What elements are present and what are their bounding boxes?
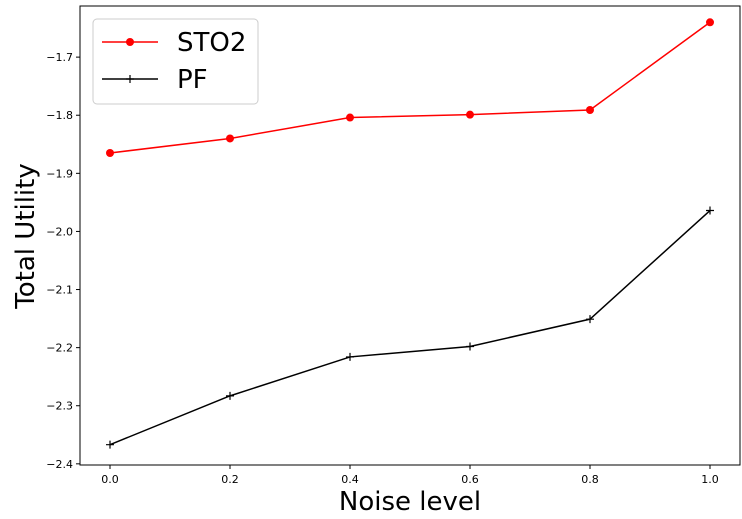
x-tick-label-5: 1.0 [701, 473, 719, 486]
y-tick-label-0: −1.7 [46, 51, 73, 64]
series-line-pf [109, 209, 711, 446]
y-tick-label-5: −2.2 [46, 342, 73, 355]
legend: STO2 PF [92, 18, 259, 105]
data-point-sto2-0 [106, 148, 114, 157]
x-tick-label-1: 0.2 [221, 473, 239, 486]
y-tick-label-2: −1.9 [46, 167, 73, 180]
legend-marker-pf [126, 75, 134, 83]
legend-label-sto2: STO2 [177, 28, 246, 58]
plot-area [79, 5, 741, 466]
data-point-sto2-4 [586, 106, 594, 115]
y-axis-title: Total Utility [11, 163, 41, 309]
y-axis-ticks: −1.7 −1.8 −1.9 −2.0 −2.1 −2.2 −2.3 −2.4 [46, 51, 80, 471]
legend-label-pf: PF [177, 65, 208, 95]
data-point-pf-3 [466, 342, 474, 351]
data-point-sto2-5 [706, 18, 714, 27]
data-point-pf-2 [346, 352, 354, 361]
legend-box [92, 18, 259, 105]
x-tick-label-4: 0.8 [581, 473, 599, 486]
data-point-sto2-3 [466, 110, 474, 119]
data-point-sto2-1 [226, 134, 234, 143]
x-tick-label-0: 0.0 [101, 473, 119, 486]
x-axis-ticks: 0.0 0.2 0.4 0.6 0.8 1.0 [101, 465, 719, 486]
x-tick-label-3: 0.6 [461, 473, 479, 486]
y-tick-label-1: −1.8 [46, 109, 73, 122]
series-line-sto2 [109, 21, 711, 154]
y-tick-label-7: −2.4 [46, 458, 73, 471]
x-tick-label-2: 0.4 [341, 473, 359, 486]
y-tick-label-3: −2.0 [46, 225, 73, 238]
data-point-sto2-2 [346, 113, 354, 122]
data-point-pf-0 [106, 440, 114, 449]
legend-marker-sto2 [126, 38, 134, 46]
data-point-pf-5 [706, 206, 714, 215]
series-layer [106, 18, 714, 449]
y-tick-label-6: −2.3 [46, 400, 73, 413]
x-axis-title: Noise level [339, 487, 481, 517]
plot-frame [79, 5, 741, 466]
data-point-pf-4 [586, 315, 594, 324]
data-point-pf-1 [226, 391, 234, 400]
y-tick-label-4: −2.1 [46, 284, 73, 297]
